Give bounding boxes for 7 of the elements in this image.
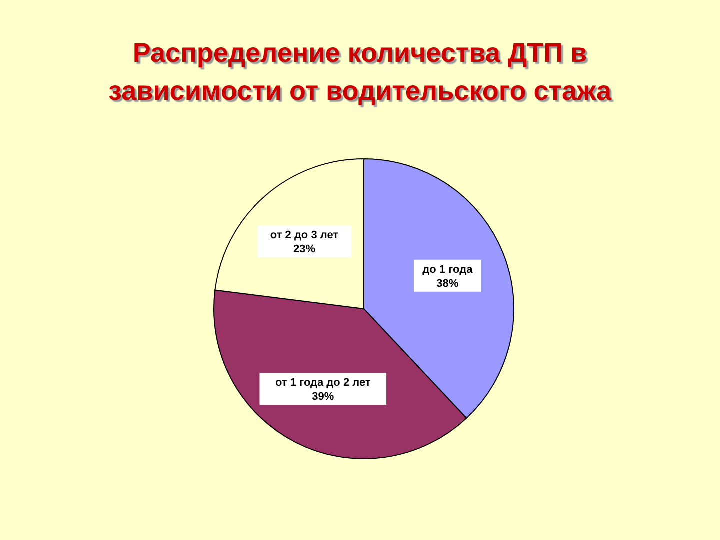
slice-label: от 2 до 3 лет (270, 229, 340, 242)
chart-title: Распределение количества ДТП в зависимости от водительского стажа (108, 37, 613, 108)
slice-label: от 1 года до 2 лет (275, 377, 372, 390)
slice-label: до 1 года (422, 264, 474, 276)
data-label: 38% (436, 278, 459, 290)
data-label: 39% (312, 391, 334, 404)
data-label: 23% (293, 243, 316, 256)
